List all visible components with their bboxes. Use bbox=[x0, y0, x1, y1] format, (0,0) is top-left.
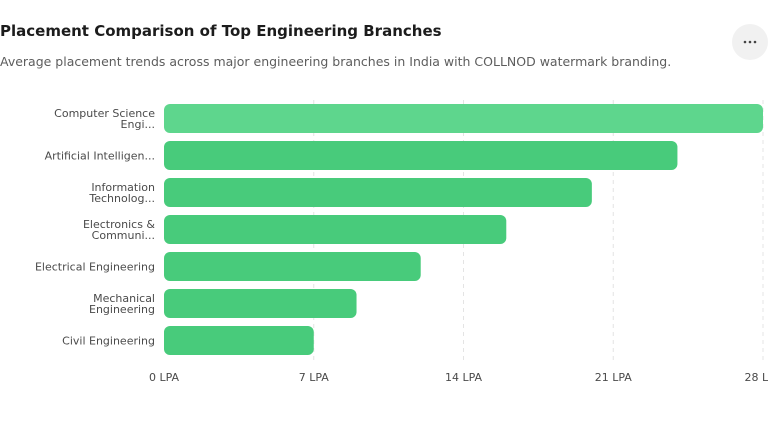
x-tick-label: 14 LPA bbox=[445, 371, 483, 384]
category-label: Computer Science Engi... bbox=[54, 107, 155, 131]
category-label: Mechanical Engineering bbox=[89, 292, 155, 316]
bar-4 bbox=[164, 252, 421, 281]
category-label: Artificial Intelligen... bbox=[45, 150, 155, 163]
x-tick-label: 0 LPA bbox=[149, 371, 180, 384]
x-tick-label: 7 LPA bbox=[299, 371, 330, 384]
category-label: Information Technolog... bbox=[88, 181, 155, 205]
chart-subtitle: Average placement trends across major en… bbox=[0, 54, 672, 69]
bar-1 bbox=[164, 141, 678, 170]
category-label: Electronics & Communi... bbox=[83, 218, 155, 242]
category-label: Electrical Engineering bbox=[35, 261, 155, 274]
x-tick-label: 21 LPA bbox=[595, 371, 633, 384]
bar-5 bbox=[164, 289, 357, 318]
category-label: Civil Engineering bbox=[62, 335, 155, 348]
x-tick-label: 28 LPA bbox=[744, 371, 768, 384]
bar-3 bbox=[164, 215, 507, 244]
bar-6 bbox=[164, 326, 314, 355]
chart-title: Placement Comparison of Top Engineering … bbox=[0, 22, 442, 40]
bar-2 bbox=[164, 178, 592, 207]
more-options-button[interactable] bbox=[732, 24, 768, 60]
bar-0 bbox=[164, 104, 763, 133]
more-horizontal-icon bbox=[743, 40, 757, 44]
